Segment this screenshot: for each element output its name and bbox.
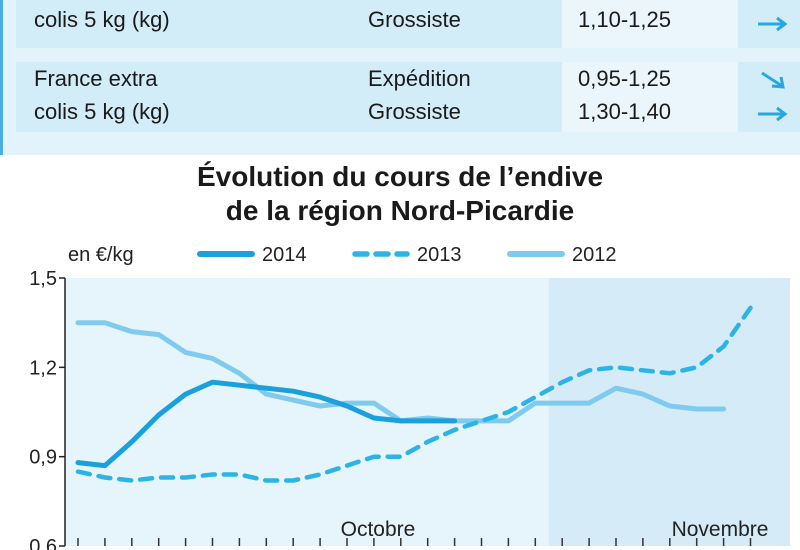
month-label-october: Octobre [341, 518, 416, 541]
legend-label-2013: 2013 [417, 244, 462, 266]
chart-title: Évolution du cours de l’endive de la rég… [0, 160, 800, 228]
stage-label: Grossiste [368, 99, 461, 124]
y-axis-unit-label: en €/kg [68, 244, 134, 266]
legend-label-2012: 2012 [572, 244, 617, 266]
price-range: 1,10-1,25 [578, 7, 671, 32]
table-row: colis 5 kg (kg) Grossiste 1,10-1,25 [16, 0, 800, 48]
trend-flat-icon [756, 104, 790, 124]
product-label: France extra [34, 66, 158, 91]
month-label-november: Novembre [672, 518, 769, 541]
legend-label-2014: 2014 [262, 244, 307, 266]
chart-title-line2: de la région Nord-Picardie [225, 195, 575, 226]
chart-title-line1: Évolution du cours de l’endive [196, 161, 604, 192]
trend-down-icon [756, 70, 790, 90]
y-tick-label: 1,5 [29, 268, 57, 290]
y-tick-label: 0,9 [29, 447, 57, 469]
y-tick-label: 1,2 [29, 357, 57, 379]
november-band [548, 278, 790, 546]
price-range: 0,95-1,25 [578, 66, 671, 91]
stage-label: Expédition [368, 66, 471, 91]
price-column-bg [562, 62, 738, 132]
table-left-border [0, 0, 3, 155]
trend-flat-icon [756, 14, 790, 34]
y-tick-label: 0,6 [29, 536, 57, 550]
stage-label: Grossiste [368, 7, 461, 32]
price-table: colis 5 kg (kg) Grossiste 1,10-1,25 Fran… [0, 0, 800, 155]
series-line-2014 [75, 379, 458, 469]
price-range: 1,30-1,40 [578, 99, 671, 124]
product-label: colis 5 kg (kg) [34, 99, 170, 124]
price-column-bg [562, 0, 738, 48]
series-line-2013 [75, 305, 753, 483]
product-label: colis 5 kg (kg) [34, 7, 170, 32]
table-row: France extra colis 5 kg (kg) Expédition … [16, 62, 800, 132]
